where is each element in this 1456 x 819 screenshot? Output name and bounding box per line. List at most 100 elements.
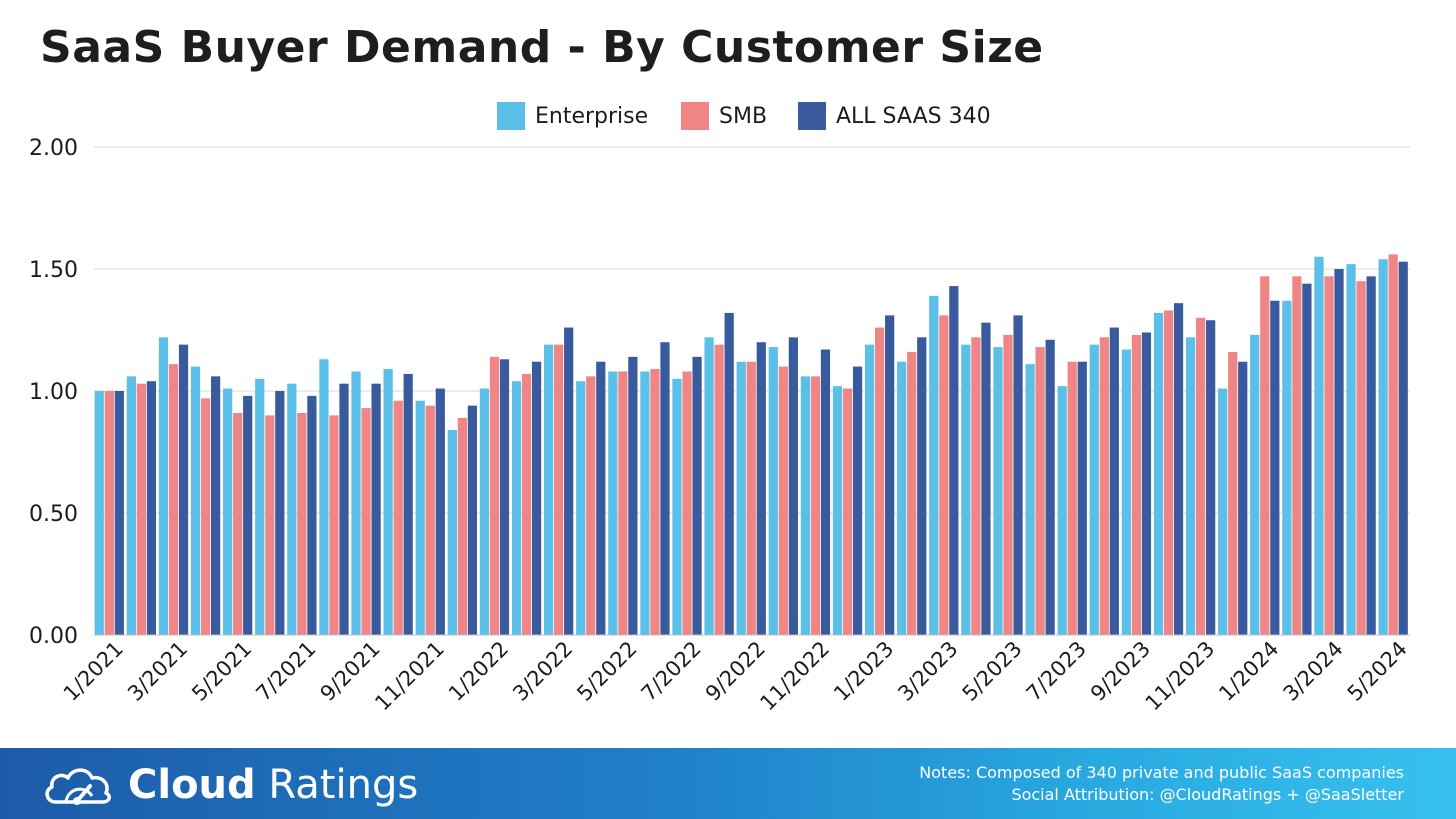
bar-enterprise-31 (1089, 344, 1099, 635)
bar-smb-38 (1324, 276, 1334, 635)
bar-enterprise-14 (544, 344, 554, 635)
bar-all-saas-340-21 (788, 337, 798, 635)
x-tick-label: 7/2023 (1022, 637, 1091, 706)
bar-smb-5 (265, 415, 275, 635)
bar-enterprise-2 (158, 337, 169, 635)
bar-smb-33 (1163, 310, 1174, 635)
bar-all-saas-340-37 (1302, 283, 1312, 635)
x-tick-label: 1/2022 (444, 637, 513, 706)
bar-smb-13 (521, 373, 532, 635)
bar-smb-16 (618, 371, 628, 635)
y-tick-label: 2.00 (29, 136, 78, 161)
legend-item-enterprise: Enterprise (497, 100, 648, 132)
bar-smb-15 (586, 376, 596, 635)
bar-smb-26 (939, 315, 949, 635)
y-tick-label: 0.00 (29, 624, 78, 649)
bar-enterprise-7 (319, 359, 329, 635)
bar-enterprise-5 (255, 378, 265, 635)
bar-all-saas-340-14 (564, 327, 574, 635)
bar-enterprise-36 (1250, 334, 1260, 635)
bar-all-saas-340-5 (275, 391, 285, 635)
bar-smb-6 (297, 412, 307, 635)
bar-smb-19 (714, 344, 724, 635)
legend-item-smb: SMB (681, 100, 767, 132)
bar-smb-9 (393, 400, 403, 635)
bar-all-saas-340-20 (756, 342, 766, 635)
bar-all-saas-340-3 (210, 376, 221, 635)
y-tick-label: 1.00 (29, 380, 78, 405)
bar-smb-30 (1067, 361, 1077, 635)
legend-label-all-saas: ALL SAAS 340 (836, 103, 991, 129)
bar-all-saas-340-36 (1270, 300, 1280, 635)
bar-smb-39 (1356, 281, 1366, 635)
bar-enterprise-33 (1153, 312, 1164, 635)
bar-smb-21 (778, 366, 788, 635)
bar-all-saas-340-29 (1045, 339, 1055, 635)
x-tick-label: 11/2021 (370, 637, 449, 716)
x-tick-label: 1/2024 (1214, 637, 1283, 706)
bar-smb-12 (489, 356, 500, 635)
x-tick-label: 7/2021 (251, 637, 320, 706)
bar-smb-34 (1195, 317, 1206, 635)
bar-enterprise-32 (1121, 349, 1131, 635)
bar-enterprise-37 (1282, 300, 1292, 635)
y-tick-label: 1.50 (29, 258, 78, 283)
bar-smb-24 (875, 327, 885, 635)
bar-all-saas-340-10 (435, 388, 445, 635)
cloud-gauge-icon (45, 768, 111, 805)
bar-all-saas-340-25 (917, 337, 927, 635)
bar-chart: 0.000.501.001.502.001/20213/20215/20217/… (29, 136, 1412, 716)
bar-smb-0 (104, 391, 114, 635)
bar-enterprise-29 (1025, 364, 1035, 635)
bar-all-saas-340-40 (1398, 261, 1408, 635)
bar-all-saas-340-17 (660, 342, 670, 635)
bar-smb-17 (650, 369, 660, 635)
bar-enterprise-35 (1218, 388, 1228, 635)
bar-all-saas-340-38 (1334, 269, 1344, 635)
y-tick-label: 0.50 (29, 502, 78, 527)
bar-enterprise-30 (1057, 386, 1067, 635)
bar-enterprise-11 (447, 430, 457, 635)
bar-all-saas-340-28 (1013, 315, 1023, 635)
legend-item-all-saas: ALL SAAS 340 (798, 100, 991, 132)
bar-all-saas-340-7 (339, 383, 349, 635)
bar-smb-29 (1035, 347, 1045, 635)
bar-smb-7 (329, 415, 339, 635)
bar-smb-4 (233, 412, 243, 635)
bar-enterprise-27 (961, 344, 971, 635)
bar-enterprise-10 (415, 400, 425, 635)
x-tick-label: 11/2022 (756, 637, 835, 716)
x-tick-label: 7/2022 (637, 637, 706, 706)
bar-enterprise-1 (126, 376, 136, 635)
bar-all-saas-340-23 (852, 366, 863, 635)
chart-title: SaaS Buyer Demand - By Customer Size (40, 22, 1044, 73)
x-tick-label: 5/2022 (572, 637, 641, 706)
bar-enterprise-9 (383, 369, 393, 635)
bar-smb-40 (1388, 254, 1398, 636)
bar-enterprise-40 (1378, 259, 1388, 635)
x-tick-label: 3/2024 (1279, 637, 1348, 706)
bar-all-saas-340-9 (403, 373, 413, 635)
bar-all-saas-340-34 (1206, 320, 1216, 635)
bar-smb-1 (136, 383, 146, 635)
bar-smb-28 (1003, 334, 1013, 635)
bar-all-saas-340-12 (499, 359, 510, 635)
x-tick-label: 1/2023 (829, 637, 898, 706)
bar-all-saas-340-1 (146, 381, 157, 635)
x-tick-label: 3/2021 (123, 637, 192, 706)
x-tick-label: 5/2024 (1343, 637, 1412, 706)
brand-name: Cloud Ratings (128, 762, 419, 808)
bar-all-saas-340-19 (724, 312, 734, 635)
bar-enterprise-21 (768, 347, 778, 635)
bar-all-saas-340-8 (371, 383, 381, 635)
bar-enterprise-28 (993, 347, 1003, 635)
bar-enterprise-19 (704, 337, 714, 635)
bar-all-saas-340-33 (1173, 303, 1184, 635)
bar-enterprise-12 (479, 388, 490, 635)
legend-swatch-all-saas (798, 102, 826, 130)
bar-smb-25 (907, 351, 917, 635)
bar-all-saas-340-15 (596, 361, 606, 635)
bar-all-saas-340-24 (885, 315, 895, 635)
bar-smb-10 (425, 405, 435, 635)
bar-all-saas-340-18 (692, 356, 702, 635)
